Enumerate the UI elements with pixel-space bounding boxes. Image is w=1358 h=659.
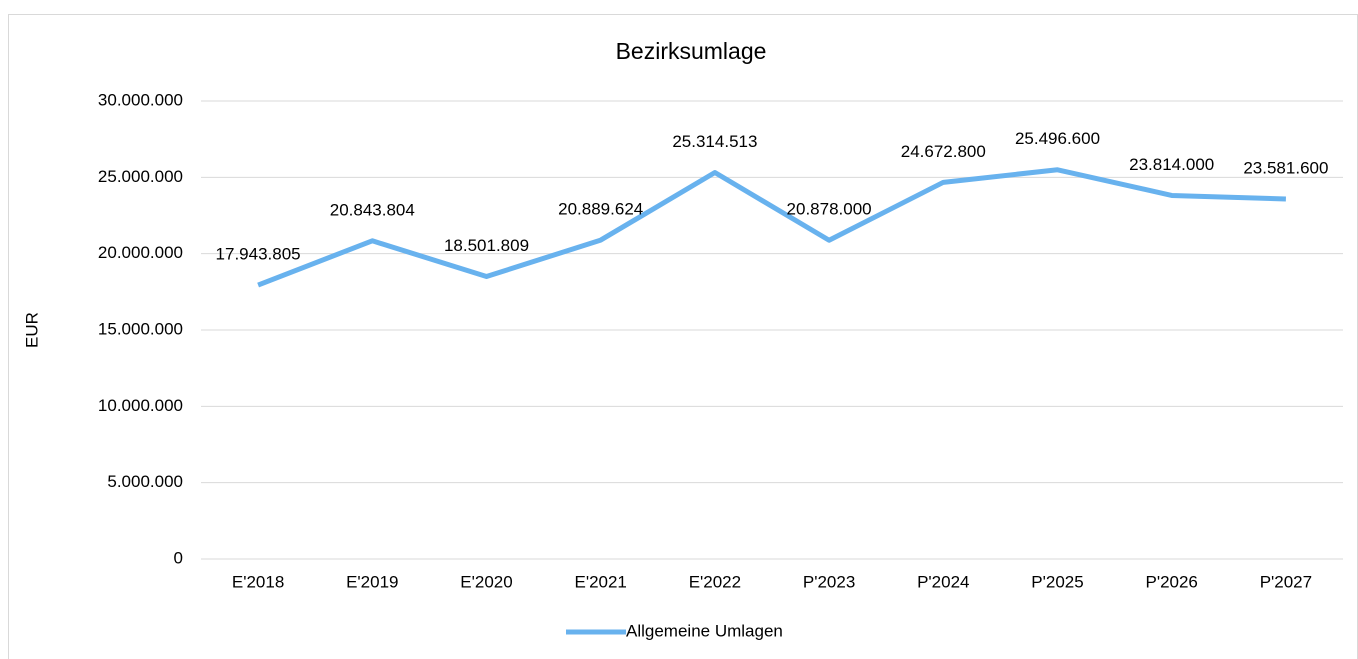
x-tick-label: P'2025 [1031, 572, 1083, 591]
data-label: 20.843.804 [330, 200, 415, 219]
y-tick-label: 0 [174, 548, 183, 567]
x-tick-label: E'2021 [574, 572, 626, 591]
x-tick-label: P'2023 [803, 572, 855, 591]
data-label: 23.814.000 [1129, 155, 1214, 174]
x-tick-label: E'2019 [346, 572, 398, 591]
data-label: 24.672.800 [901, 142, 986, 161]
x-tick-label: P'2024 [917, 572, 969, 591]
x-tick-label: E'2018 [232, 572, 284, 591]
data-label: 18.501.809 [444, 236, 529, 255]
y-tick-label: 25.000.000 [98, 167, 183, 186]
y-tick-label: 20.000.000 [98, 243, 183, 262]
data-label: 20.889.624 [558, 200, 643, 219]
data-label: 23.581.600 [1243, 158, 1328, 177]
data-label: 20.878.000 [787, 200, 872, 219]
y-axis-label: EUR [22, 312, 41, 348]
x-tick-label: E'2022 [689, 572, 741, 591]
chart-title: Bezirksumlage [616, 38, 767, 64]
x-tick-label: P'2027 [1260, 572, 1312, 591]
x-tick-label: E'2020 [460, 572, 512, 591]
y-tick-label: 30.000.000 [98, 90, 183, 109]
y-tick-label: 15.000.000 [98, 319, 183, 338]
data-label: 25.314.513 [672, 132, 757, 151]
chart-border [8, 14, 1358, 659]
legend-label: Allgemeine Umlagen [626, 621, 783, 640]
y-tick-label: 5.000.000 [107, 472, 183, 491]
data-line [257, 167, 1286, 288]
data-label: 25.496.600 [1015, 129, 1100, 148]
data-label: 17.943.805 [216, 245, 301, 264]
y-tick-label: 10.000.000 [98, 396, 183, 415]
x-tick-label: P'2026 [1145, 572, 1197, 591]
